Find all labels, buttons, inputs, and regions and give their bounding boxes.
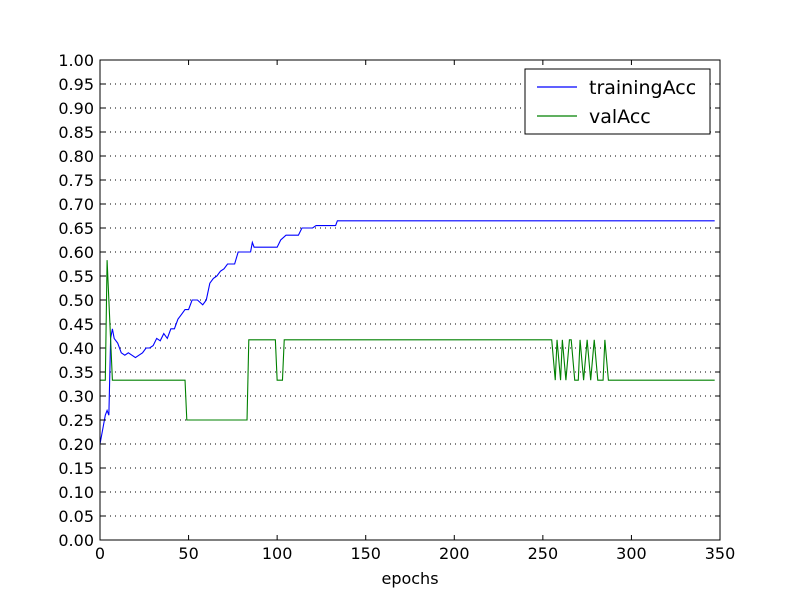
x-axis-label: epochs [381, 569, 438, 588]
y-tick-label: 0.75 [58, 171, 94, 190]
y-tick-label: 0.25 [58, 411, 94, 430]
y-axis-tick-labels: 0.00 0.05 0.10 0.15 0.20 0.25 0.30 0.35 0.40 0.45… [58, 51, 94, 550]
x-tick-label: 100 [262, 544, 293, 563]
y-tick-label: 0.10 [58, 483, 94, 502]
legend-label-trainingAcc: trainingAcc [589, 77, 696, 99]
x-tick-label: 150 [350, 544, 381, 563]
y-tick-label: 0.85 [58, 123, 94, 142]
y-tick-label: 0.90 [58, 99, 94, 118]
series-line-valAcc [100, 260, 715, 421]
y-tick-label: 0.80 [58, 147, 94, 166]
x-tick-label: 350 [705, 544, 736, 563]
y-tick-label: 0.95 [58, 75, 94, 94]
y-tick-label: 0.35 [58, 363, 94, 382]
series-lines [99, 220, 715, 445]
legend-box [524, 68, 711, 135]
y-tick-label: 0.45 [58, 315, 94, 334]
y-tick-label: 0.65 [58, 219, 94, 238]
y-tick-label: 0.70 [58, 195, 94, 214]
legend-label-valAcc: valAcc [589, 106, 651, 128]
y-tick-label: 0.05 [58, 507, 94, 526]
y-tick-label: 0.30 [58, 387, 94, 406]
y-tick-label: 1.00 [58, 51, 94, 70]
y-tick-label: 0.40 [58, 339, 94, 358]
x-tick-label: 250 [528, 544, 559, 563]
grid-lines [100, 83, 720, 517]
y-tick-label: 0.55 [58, 267, 94, 286]
series-line-trainingAcc [99, 220, 715, 445]
legend: trainingAcc valAcc [524, 68, 711, 135]
y-tick-label: 0.50 [58, 291, 94, 310]
y-tick-label: 0.15 [58, 459, 94, 478]
x-axis-tick-labels: 0 50 100 150 200 250 300 350 [95, 544, 735, 563]
y-tick-label: 0.20 [58, 435, 94, 454]
axis-ticks [99, 59, 721, 541]
x-tick-label: 300 [616, 544, 647, 563]
x-tick-label: 50 [178, 544, 198, 563]
x-tick-label: 200 [439, 544, 470, 563]
y-tick-label: 0.00 [58, 531, 94, 550]
x-tick-label: 0 [95, 544, 105, 563]
y-tick-label: 0.60 [58, 243, 94, 262]
